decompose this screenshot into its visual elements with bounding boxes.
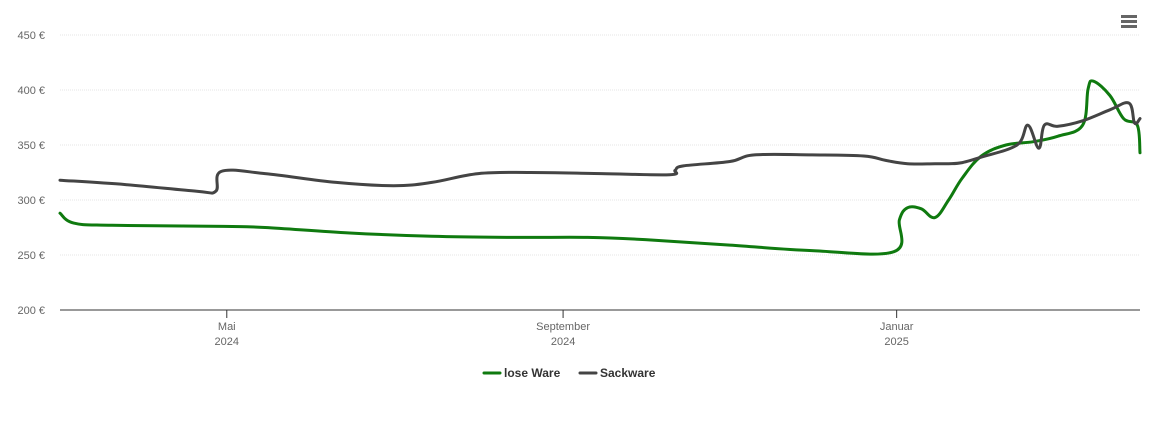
legend-item-sackware[interactable]: Sackware [578, 366, 656, 380]
x-tick-label: Mai [218, 321, 236, 333]
series-line-lose-ware [58, 79, 1142, 256]
y-axis-ticks: 200 € 250 € 300 € 350 € 400 € 450 € [17, 30, 45, 317]
legend-item-lose-ware[interactable]: lose Ware [482, 366, 561, 380]
x-axis-ticks: Mai 2024 September 2024 Januar 2025 [215, 310, 914, 348]
x-tick-year-label: 2024 [215, 336, 239, 348]
x-tick-label: Januar [880, 321, 914, 333]
x-tick-year-label: 2024 [551, 336, 575, 348]
y-tick-label: 300 € [17, 195, 45, 207]
y-tick-label: 250 € [17, 250, 45, 262]
y-tick-label: 450 € [17, 30, 45, 42]
legend-label: Sackware [600, 366, 656, 380]
legend-label: lose Ware [504, 366, 561, 380]
hamburger-menu-icon[interactable] [1116, 10, 1142, 34]
x-tick-year-label: 2025 [884, 336, 908, 348]
legend[interactable]: lose Ware Sackware [482, 366, 656, 380]
grid-lines [60, 34, 1140, 256]
y-tick-label: 350 € [17, 140, 45, 152]
y-tick-label: 200 € [17, 305, 45, 317]
series-line-sackware [58, 101, 1142, 195]
x-tick-label: September [536, 321, 590, 333]
series-group [58, 79, 1142, 256]
y-tick-label: 400 € [17, 85, 45, 97]
